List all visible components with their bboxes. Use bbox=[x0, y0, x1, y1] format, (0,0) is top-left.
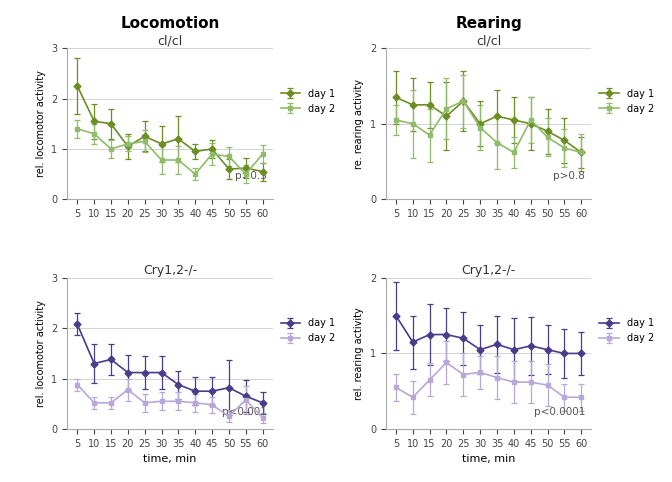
Text: p>0.3: p>0.3 bbox=[235, 171, 267, 181]
Legend: day 1, day 2: day 1, day 2 bbox=[277, 85, 339, 118]
X-axis label: time, min: time, min bbox=[143, 454, 197, 464]
Text: p<0.001: p<0.001 bbox=[222, 407, 267, 417]
Title: Cry1,2-/-: Cry1,2-/- bbox=[143, 264, 197, 277]
Y-axis label: rel. locomotor activity: rel. locomotor activity bbox=[36, 300, 46, 407]
Text: Rearing: Rearing bbox=[455, 16, 522, 31]
Text: Locomotion: Locomotion bbox=[120, 16, 220, 31]
Legend: day 1, day 2: day 1, day 2 bbox=[277, 314, 339, 347]
Y-axis label: rel. rearing activity: rel. rearing activity bbox=[354, 307, 364, 400]
Title: cl/cl: cl/cl bbox=[476, 34, 501, 47]
Legend: day 1, day 2: day 1, day 2 bbox=[595, 85, 658, 118]
Text: p>0.8: p>0.8 bbox=[553, 171, 585, 181]
Legend: day 1, day 2: day 1, day 2 bbox=[595, 314, 658, 347]
Title: cl/cl: cl/cl bbox=[157, 34, 183, 47]
Y-axis label: re. rearing activity: re. rearing activity bbox=[354, 79, 364, 169]
Y-axis label: rel. locomotor activity: rel. locomotor activity bbox=[36, 70, 46, 177]
Text: p<0.0001: p<0.0001 bbox=[534, 407, 585, 417]
X-axis label: time, min: time, min bbox=[462, 454, 515, 464]
Title: Cry1,2-/-: Cry1,2-/- bbox=[462, 264, 515, 277]
